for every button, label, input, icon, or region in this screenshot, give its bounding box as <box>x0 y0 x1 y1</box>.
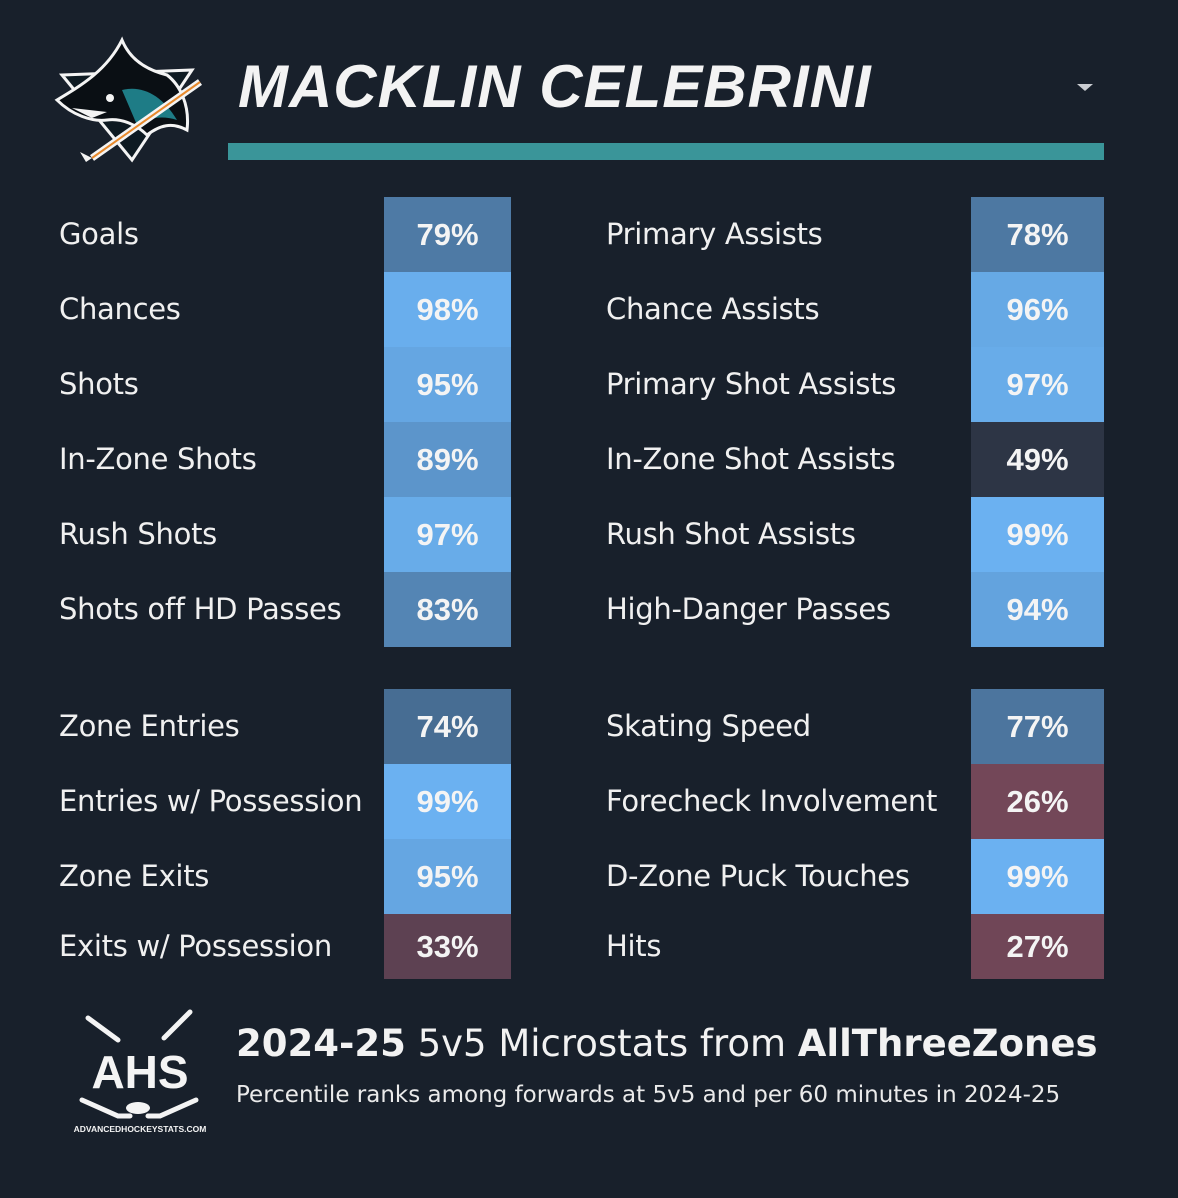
player-name-title: MACKLIN CELEBRINI <box>238 53 872 120</box>
stat-label: Rush Shot Assists <box>606 517 856 551</box>
stat-value-cell: 96% <box>971 272 1104 347</box>
footer-subtitle: Percentile ranks among forwards at 5v5 a… <box>236 1082 1061 1108</box>
ahs-logo-icon: AHS ADVANCEDHOCKEYSTATS.COM <box>72 1008 222 1138</box>
stat-label: In-Zone Shot Assists <box>606 442 896 476</box>
stat-value-cell: 27% <box>971 914 1104 979</box>
stat-label: Chances <box>59 292 181 326</box>
stat-value-cell: 99% <box>971 839 1104 914</box>
stat-value-cell: 74% <box>384 689 511 764</box>
ahs-logo-url: ADVANCEDHOCKEYSTATS.COM <box>74 1124 207 1134</box>
title-underline <box>228 143 1104 160</box>
stat-value-cell: 79% <box>384 197 511 272</box>
stat-label: Rush Shots <box>59 517 217 551</box>
stat-value-cell: 98% <box>384 272 511 347</box>
stat-value-cell: 89% <box>384 422 511 497</box>
stat-value-cell: 99% <box>384 764 511 839</box>
stat-label: Chance Assists <box>606 292 820 326</box>
stat-value-cell: 99% <box>971 497 1104 572</box>
stat-label: High-Danger Passes <box>606 592 891 626</box>
stat-label: Shots <box>59 367 139 401</box>
footer-source: AllThreeZones <box>797 1022 1098 1065</box>
stat-label: Hits <box>606 929 662 963</box>
stat-label: Entries w/ Possession <box>59 784 363 818</box>
stat-label: Exits w/ Possession <box>59 929 332 963</box>
stat-label: Primary Assists <box>606 217 823 251</box>
stat-label: Zone Entries <box>59 709 240 743</box>
caret-down-icon[interactable] <box>1077 84 1093 91</box>
stat-value-cell: 94% <box>971 572 1104 647</box>
stat-value-cell: 83% <box>384 572 511 647</box>
stat-label: Primary Shot Assists <box>606 367 897 401</box>
stat-value-cell: 77% <box>971 689 1104 764</box>
footer-title: 2024-25 5v5 Microstats from AllThreeZone… <box>236 1022 1098 1065</box>
stat-label: Goals <box>59 217 139 251</box>
stat-value-cell: 78% <box>971 197 1104 272</box>
stat-value-cell: 49% <box>971 422 1104 497</box>
stat-value-cell: 97% <box>971 347 1104 422</box>
stat-label: D-Zone Puck Touches <box>606 859 910 893</box>
footer-season: 2024-25 <box>236 1022 406 1065</box>
stat-label: Forecheck Involvement <box>606 784 938 818</box>
stat-label: In-Zone Shots <box>59 442 257 476</box>
stat-label: Skating Speed <box>606 709 811 743</box>
stat-label: Zone Exits <box>59 859 210 893</box>
footer-title-middle: 5v5 Microstats from <box>405 1022 798 1065</box>
stat-label: Shots off HD Passes <box>59 592 342 626</box>
stat-value-cell: 97% <box>384 497 511 572</box>
sharks-logo-icon <box>52 30 207 165</box>
stat-value-cell: 95% <box>384 347 511 422</box>
stat-value-cell: 33% <box>384 914 511 979</box>
stat-value-cell: 95% <box>384 839 511 914</box>
stat-value-cell: 26% <box>971 764 1104 839</box>
ahs-logo-text: AHS <box>91 1046 188 1098</box>
